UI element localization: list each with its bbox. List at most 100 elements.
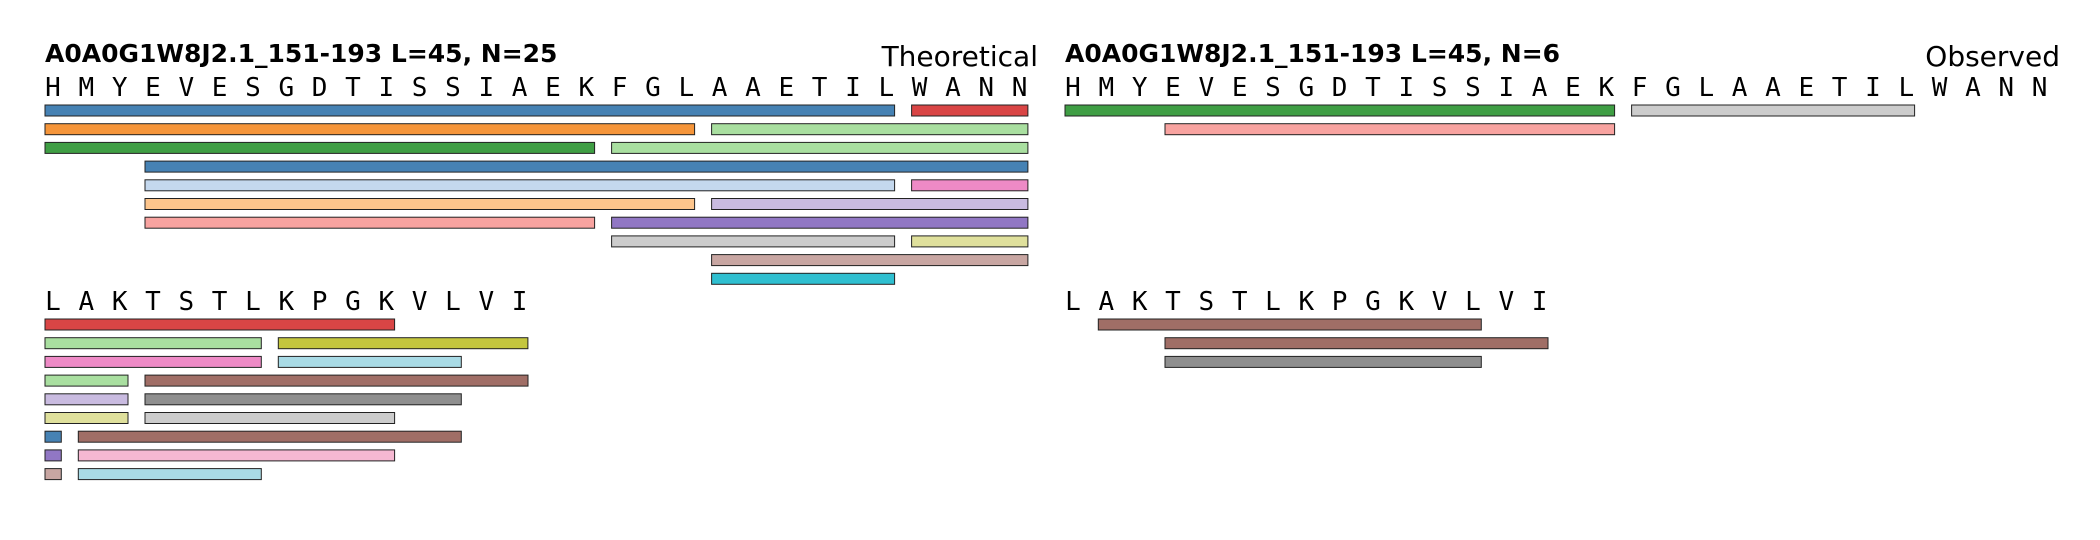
peptide-bar [144,412,396,424]
residue-letter: S [1432,73,1448,103]
residue-letter: T [1365,73,1381,103]
residue-letter: V [178,73,194,103]
residue-letter: L [678,73,694,103]
peptide-bar [711,123,1029,136]
residue-letter: E [1165,73,1181,103]
residue-letter: P [312,287,328,317]
residue-letter: F [1632,73,1648,103]
residue-letter: K [1132,287,1148,317]
residue-letter: D [1332,73,1348,103]
peptide-bar [44,412,129,424]
residue-letter: T [812,73,828,103]
residue-letter: L [1898,73,1914,103]
residue-letter: I [512,287,528,317]
residue-letter: A [512,73,528,103]
residue-letter: G [1365,287,1381,317]
residue-letter: L [878,73,894,103]
residue-letter: T [1832,73,1848,103]
peptide-bar [1097,318,1482,331]
residue-letter: D [312,73,328,103]
residue-letter: I [1532,287,1548,317]
peptide-bar [911,235,1029,248]
panel-label-theoretical: Theoretical [881,40,1038,73]
residue-letter: G [345,287,361,317]
residue-letter: Y [1132,73,1148,103]
residue-letter: A [78,287,94,317]
peptide-bar [44,393,129,406]
residue-letter: V [1498,287,1514,317]
residue-letter: H [1065,73,1081,103]
residue-letter: T [345,73,361,103]
residue-letter: E [545,73,561,103]
residue-letter: G [1298,73,1314,103]
peptide-bar [1164,355,1482,368]
residue-letter: I [1498,73,1514,103]
residue-letter: L [1065,287,1081,317]
residue-letter: A [945,73,961,103]
residue-letter: I [478,73,494,103]
peptide-bar [44,468,62,481]
residue-letter: L [45,287,61,317]
residue-letter: W [1932,73,1948,103]
peptide-bar [911,104,1029,117]
panel-label-observed: Observed [1925,40,2060,73]
residue-letter: P [1332,287,1348,317]
residue-letter: T [212,287,228,317]
residue-letter: H [45,73,61,103]
peptide-bar [1631,104,1916,117]
residue-letter: N [2032,73,2048,103]
residue-letter: S [445,73,461,103]
residue-letter: L [1465,287,1481,317]
panel-theoretical: A0A0G1W8J2.1_151-193 L=45, N=25 Theoreti… [44,39,1038,481]
peptide-bar [44,104,896,117]
residue-letter: A [1965,73,1981,103]
peptide-bar [1164,337,1549,350]
residue-letter: K [1598,73,1614,103]
peptide-bar [77,468,262,481]
residue-letter: K [378,287,394,317]
residue-letter: E [778,73,794,103]
residue-letter: T [1165,287,1181,317]
residue-letter: L [1698,73,1714,103]
peptide-bar [277,355,462,368]
residue-letter: N [978,73,994,103]
peptide-bar [44,318,396,331]
residue-letter: V [1198,73,1214,103]
panel-observed: A0A0G1W8J2.1_151-193 L=45, N=6 Observed … [1064,39,2060,368]
peptide-bar [44,337,262,350]
residue-letter: E [1232,73,1248,103]
residue-letter: G [645,73,661,103]
peptide-bar [77,430,462,443]
residue-letter: S [1465,73,1481,103]
residue-letter: W [912,73,928,103]
peptide-bar [144,216,596,229]
residue-letter: I [1398,73,1414,103]
residue-letter: A [745,73,761,103]
residue-letter: K [278,287,294,317]
residue-letter: A [1765,73,1781,103]
peptide-bar [711,254,1029,267]
residue-letter: V [478,287,494,317]
peptide-bar [44,430,62,443]
panel-title: A0A0G1W8J2.1_151-193 L=45, N=25 [45,39,557,68]
residue-letter: G [278,73,294,103]
peptide-bar [1164,123,1616,136]
residue-letter: I [845,73,861,103]
residue-letter: I [1865,73,1881,103]
residue-letter: A [1732,73,1748,103]
peptide-bar [611,141,1029,154]
peptide-bar [44,449,62,462]
residue-letter: M [1098,73,1114,103]
residue-letter: N [1998,73,2014,103]
residue-letter: V [412,287,428,317]
residue-letter: L [245,287,261,317]
residue-letter: I [378,73,394,103]
residue-letter: T [1232,287,1248,317]
residue-letter: A [1098,287,1114,317]
peptide-bar [711,272,896,285]
residue-letter: Y [112,73,128,103]
residue-letter: M [78,73,94,103]
